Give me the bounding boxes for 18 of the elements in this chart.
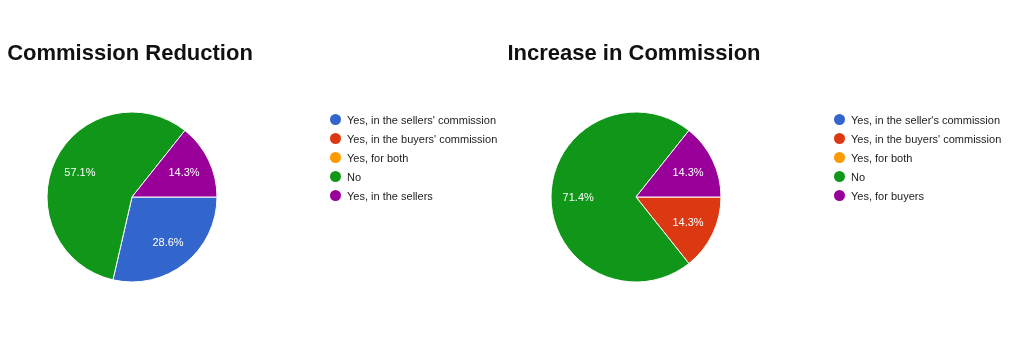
data-label: 71.4% [562, 191, 595, 203]
legend-label: Yes, for buyers [851, 189, 924, 202]
data-label: 57.1% [64, 165, 96, 178]
legend-label: Yes, for both [347, 151, 409, 164]
legend-label: Yes, in the buyers' commission [851, 132, 1002, 145]
legend-label: Yes, in the sellers [347, 189, 433, 202]
legend-label: No [851, 170, 866, 183]
data-label: 14.3% [672, 165, 704, 178]
data-label: 28.6% [152, 236, 184, 249]
chart-title: Commission Reduction [6, 40, 254, 66]
legend-label: Yes, in the seller's commission [851, 113, 1001, 126]
legend-label: Yes, in the buyers' commission [347, 132, 498, 145]
legend-label: Yes, in the sellers' commission [347, 113, 497, 126]
legend-label: No [347, 170, 362, 183]
data-label: 14.3% [168, 165, 200, 178]
legend-label: Yes, for both [851, 151, 913, 164]
data-label: 14.3% [672, 216, 704, 229]
chart-title: Increase in Commission [506, 40, 762, 66]
